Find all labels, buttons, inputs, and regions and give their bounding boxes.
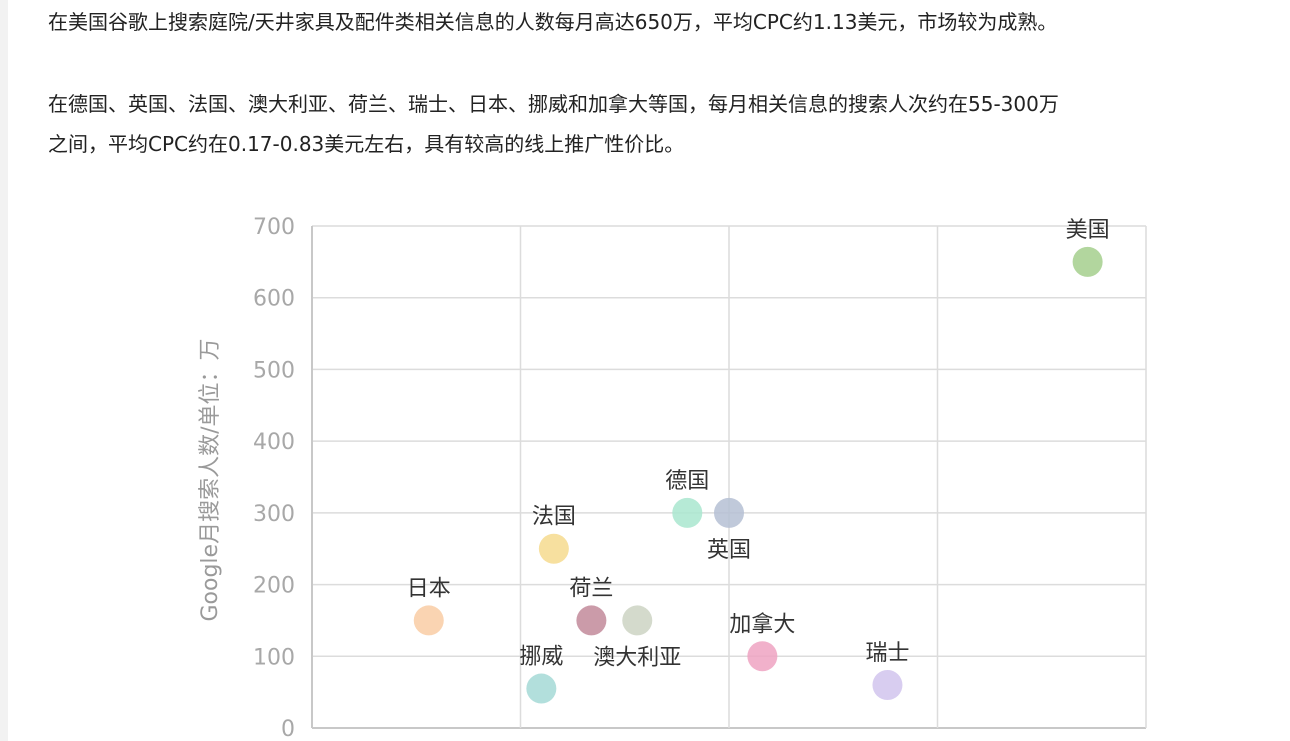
data-point bbox=[576, 605, 607, 636]
y-tick-label: 500 bbox=[253, 358, 295, 383]
data-label: 德国 bbox=[665, 469, 709, 494]
data-point bbox=[526, 673, 557, 704]
chart-grid bbox=[311, 225, 1147, 729]
data-points bbox=[413, 246, 1103, 704]
data-label: 美国 bbox=[1066, 218, 1110, 243]
data-point bbox=[872, 669, 903, 700]
data-point bbox=[747, 641, 778, 672]
data-label: 挪威 bbox=[519, 645, 563, 670]
data-point bbox=[538, 533, 569, 564]
data-label: 瑞士 bbox=[865, 641, 909, 666]
data-point bbox=[1072, 246, 1103, 277]
data-label: 日本 bbox=[407, 576, 451, 601]
y-tick-label: 100 bbox=[253, 645, 295, 670]
data-point bbox=[622, 605, 653, 636]
y-axis-ticks: 0 100 200 300 400 500 600 700 bbox=[253, 215, 295, 741]
y-tick-label: 700 bbox=[253, 215, 295, 240]
data-label: 荷兰 bbox=[569, 576, 613, 601]
article-paragraph: 之间，平均CPC约在0.17-0.83美元左右，具有较高的线上推广性价比。 bbox=[48, 132, 685, 156]
y-tick-label: 200 bbox=[253, 574, 295, 599]
y-axis-label: Google月搜索人数/单位：万 bbox=[198, 339, 223, 622]
data-label: 加拿大 bbox=[729, 611, 795, 637]
data-label: 澳大利亚 bbox=[593, 645, 681, 670]
article-paragraph: 在美国谷歌上搜索庭院/天井家具及配件类相关信息的人数每月高达650万，平均CPC… bbox=[48, 10, 1058, 34]
page-left-margin bbox=[0, 0, 8, 741]
data-point bbox=[672, 497, 703, 528]
data-label: 英国 bbox=[707, 538, 751, 563]
y-tick-label: 0 bbox=[281, 717, 295, 741]
y-tick-label: 400 bbox=[253, 430, 295, 455]
data-point bbox=[714, 497, 744, 528]
y-tick-label: 600 bbox=[253, 287, 295, 312]
data-label: 法国 bbox=[532, 505, 576, 530]
article-paragraph: 在德国、英国、法国、澳大利亚、荷兰、瑞士、日本、挪威和加拿大等国，每月相关信息的… bbox=[48, 92, 1059, 116]
y-tick-label: 300 bbox=[253, 502, 295, 527]
data-point bbox=[413, 605, 444, 636]
